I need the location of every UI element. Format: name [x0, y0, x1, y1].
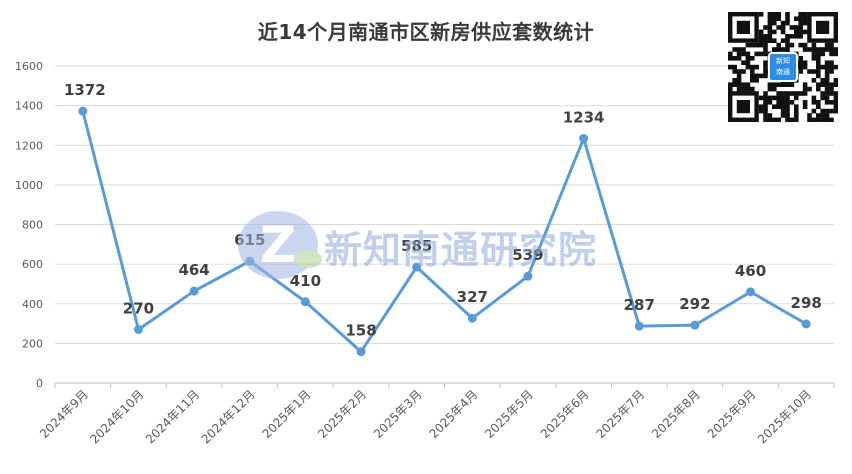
x-tick-label: 2025年1月 — [260, 387, 314, 441]
x-tick-label: 2024年12月 — [199, 387, 258, 446]
data-label: 1234 — [563, 109, 605, 127]
data-label: 585 — [401, 237, 432, 255]
qr-code: 新知 南通 — [728, 12, 839, 123]
x-tick-label: 2025年8月 — [649, 387, 703, 441]
watermark-logo-icon: Z — [238, 211, 322, 279]
data-point — [78, 106, 88, 116]
x-tick-label: 2025年3月 — [371, 387, 425, 441]
data-label: 270 — [123, 300, 154, 318]
watermark: Z 新知南通研究院 — [236, 205, 616, 285]
y-tick-label: 400 — [22, 298, 43, 311]
data-point — [523, 271, 533, 281]
x-tick-label: 2024年9月 — [37, 387, 91, 441]
x-tick-label: 2025年5月 — [482, 387, 536, 441]
y-tick-label: 800 — [22, 219, 43, 232]
chart-title: 近14个月南通市区新房供应套数统计 — [257, 20, 595, 44]
data-label: 158 — [345, 322, 376, 340]
data-point — [300, 297, 310, 307]
qr-badge: 新知 南通 — [768, 52, 798, 82]
data-label: 292 — [679, 295, 710, 313]
watermark-text: 新知南通研究院 — [324, 228, 598, 272]
data-label: 464 — [178, 261, 209, 279]
x-tick-label: 2025年10月 — [755, 387, 814, 446]
data-label: 539 — [512, 246, 543, 264]
data-label: 298 — [791, 294, 822, 312]
data-point — [634, 321, 644, 331]
y-tick-label: 1000 — [15, 179, 43, 192]
data-point — [356, 347, 366, 357]
data-point — [133, 325, 143, 335]
x-tick-label: 2024年11月 — [143, 387, 202, 446]
x-tick-label: 2025年9月 — [705, 387, 759, 441]
y-tick-label: 1400 — [15, 100, 43, 113]
data-label: 460 — [735, 262, 766, 280]
y-tick-label: 200 — [22, 337, 43, 350]
y-tick-label: 1600 — [15, 60, 43, 73]
x-tick-label: 2025年2月 — [315, 387, 369, 441]
data-point — [801, 319, 811, 329]
y-tick-label: 0 — [36, 377, 43, 390]
x-tick-label: 2025年7月 — [593, 387, 647, 441]
y-tick-label: 600 — [22, 258, 43, 271]
data-point — [189, 286, 199, 296]
data-point — [579, 134, 589, 144]
series-line — [81, 110, 807, 354]
x-tick-label: 2025年4月 — [427, 387, 481, 441]
data-label: 410 — [290, 272, 321, 290]
data-label: 287 — [624, 296, 655, 314]
data-point — [467, 313, 477, 323]
y-tick-label: 1200 — [15, 139, 43, 152]
x-tick-label: 2025年6月 — [538, 387, 592, 441]
data-point — [412, 262, 422, 272]
data-point — [690, 320, 700, 330]
x-tick-label: 2024年10月 — [87, 387, 146, 446]
svg-text:Z: Z — [260, 216, 296, 274]
data-label: 1372 — [64, 81, 106, 99]
data-label: 327 — [457, 288, 488, 306]
data-point — [746, 287, 756, 297]
